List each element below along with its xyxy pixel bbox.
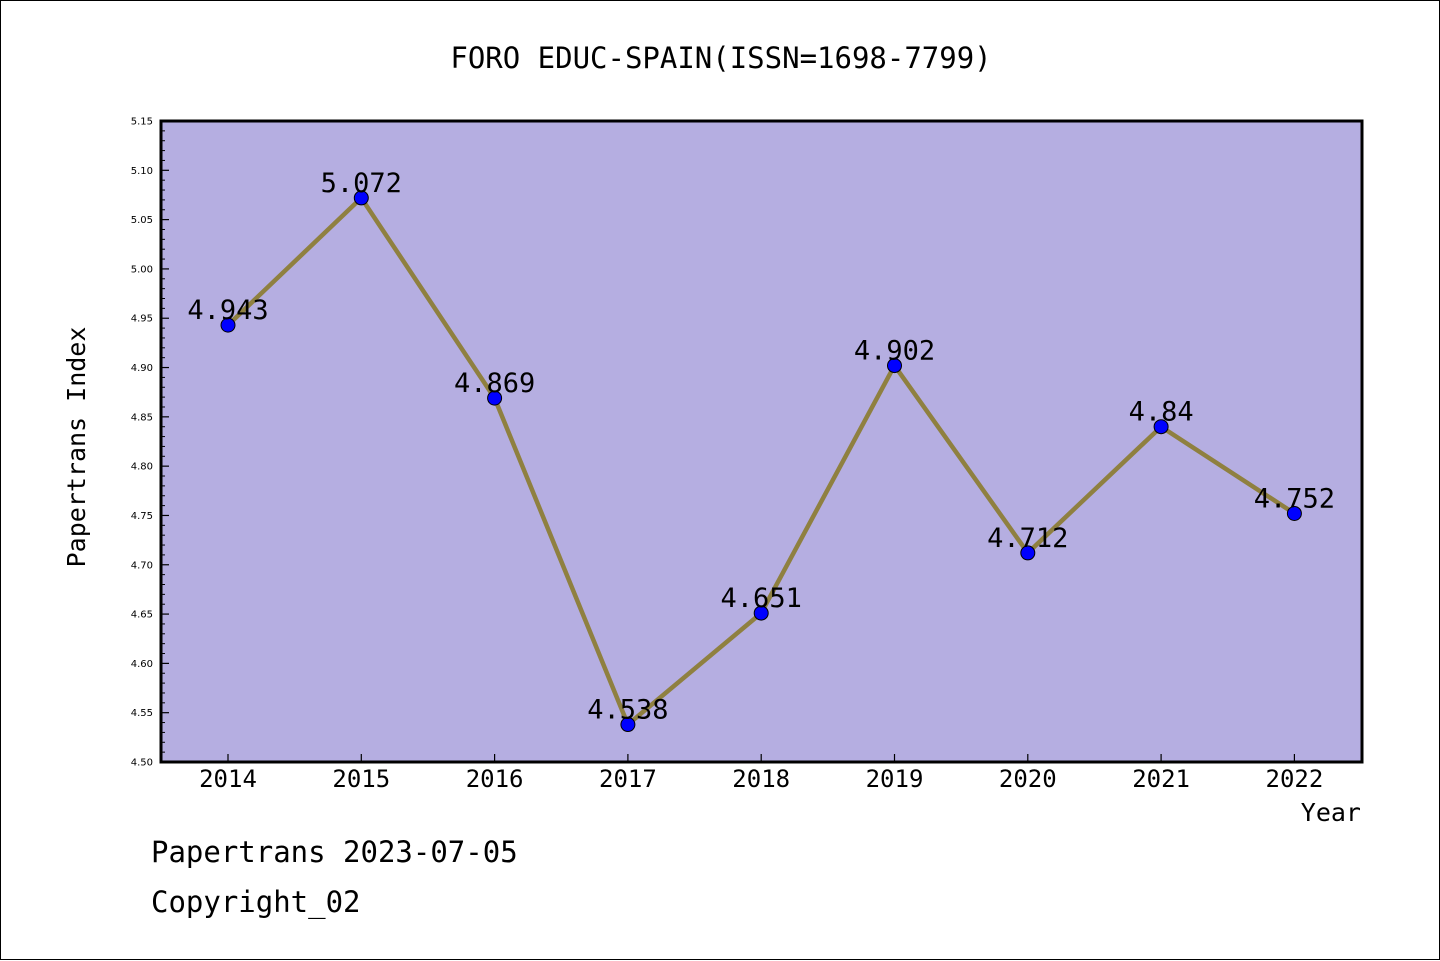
x-tick-label: 2021 (1132, 765, 1190, 793)
x-tick-label: 2014 (199, 765, 257, 793)
x-tick-label: 2022 (1266, 765, 1324, 793)
y-tick-label: 4.70 (131, 560, 153, 571)
data-label: 4.752 (1254, 483, 1335, 514)
y-tick-label: 4.90 (131, 363, 153, 374)
y-tick-label: 4.75 (131, 511, 153, 522)
y-tick-label: 4.95 (131, 314, 153, 325)
data-point-marker (753, 605, 769, 621)
data-point-marker (1020, 545, 1036, 561)
footer-date-line: Papertrans 2023-07-05 (151, 835, 518, 869)
y-tick-label: 4.65 (131, 610, 153, 621)
y-tick-label: 4.50 (131, 758, 153, 769)
data-point-marker (620, 717, 636, 733)
y-tick-label: 5.05 (131, 215, 153, 226)
data-point-marker (887, 358, 902, 374)
x-tick-label: 2016 (466, 765, 524, 793)
y-axis: 4.50 4.55 4.60 4.65 4.70 4.75 4.80 4.85 4.90 4.95… (131, 117, 169, 769)
y-tick-label: 4.55 (131, 708, 153, 719)
data-label: 4.84 (1129, 397, 1194, 428)
data-point-marker (353, 190, 369, 206)
data-label: 4.712 (987, 523, 1068, 554)
x-tick-label: 2019 (866, 765, 924, 793)
x-tick-label: 2015 (332, 765, 390, 793)
data-point-marker (487, 390, 503, 406)
y-tick-label: 4.85 (131, 412, 153, 423)
y-axis-label: Papertrans Index (62, 327, 91, 568)
data-label: 4.651 (721, 583, 802, 614)
footer-copyright-line: Copyright_02 (151, 885, 361, 919)
y-tick-label: 5.10 (131, 166, 153, 177)
data-label: 4.869 (454, 368, 535, 399)
plot-area (159, 119, 1364, 764)
x-tick-label: 2018 (732, 765, 790, 793)
x-tick-label: 2020 (999, 765, 1057, 793)
y-tick-label: 5.00 (131, 264, 153, 275)
data-label: 4.943 (187, 295, 268, 326)
data-point-marker (1153, 419, 1169, 435)
chart-title: FORO EDUC-SPAIN(ISSN=1698-7799) (450, 41, 991, 75)
y-tick-label: 4.60 (131, 659, 153, 670)
data-point-marker (220, 317, 236, 333)
marker-group (220, 190, 1302, 733)
y-tick-label: 5.15 (131, 117, 153, 128)
x-tick-label: 2017 (599, 765, 657, 793)
data-label-group: 4.943 5.072 4.869 4.538 4.651 4.902 4.712 4.84 4… (187, 168, 1335, 726)
y-tick-label: 4.80 (131, 462, 153, 473)
data-label: 4.538 (587, 695, 668, 726)
data-label: 5.072 (321, 168, 402, 199)
x-axis: 2014 2015 2016 2017 2018 2019 2020 2021 2022 (199, 754, 1323, 793)
x-axis-label: Year (1301, 798, 1361, 827)
data-point-marker (1286, 505, 1302, 521)
data-label: 4.902 (854, 336, 935, 367)
